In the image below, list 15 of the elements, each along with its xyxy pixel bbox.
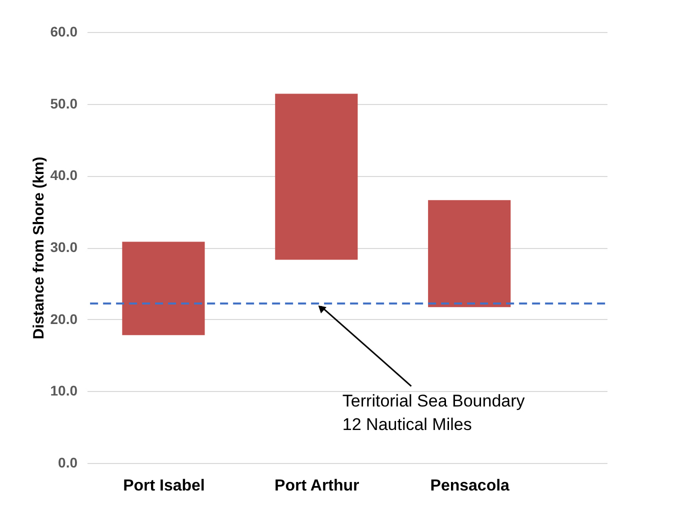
- ref-line-label: Territorial Sea Boundary 12 Nautical Miles: [342, 391, 526, 434]
- bar: [428, 200, 511, 308]
- y-tick-label: 0.0: [58, 454, 78, 470]
- y-tick-label: 50.0: [50, 95, 78, 112]
- y-tick-label: 20.0: [50, 310, 78, 327]
- x-tick-label: Port Isabel: [123, 478, 205, 494]
- y-tick-label: 30.0: [50, 239, 78, 255]
- x-tick-label: Pensacola: [430, 478, 510, 494]
- bar: [275, 94, 358, 260]
- y-tick-label: 60.0: [50, 24, 78, 40]
- y-tick-label: 40.0: [50, 167, 78, 184]
- x-tick-label: Port Arthur: [274, 478, 360, 494]
- bar: [122, 242, 205, 336]
- y-tick-label: 10.0: [50, 382, 78, 399]
- y-axis-title: Distance from Shore (km): [30, 156, 48, 340]
